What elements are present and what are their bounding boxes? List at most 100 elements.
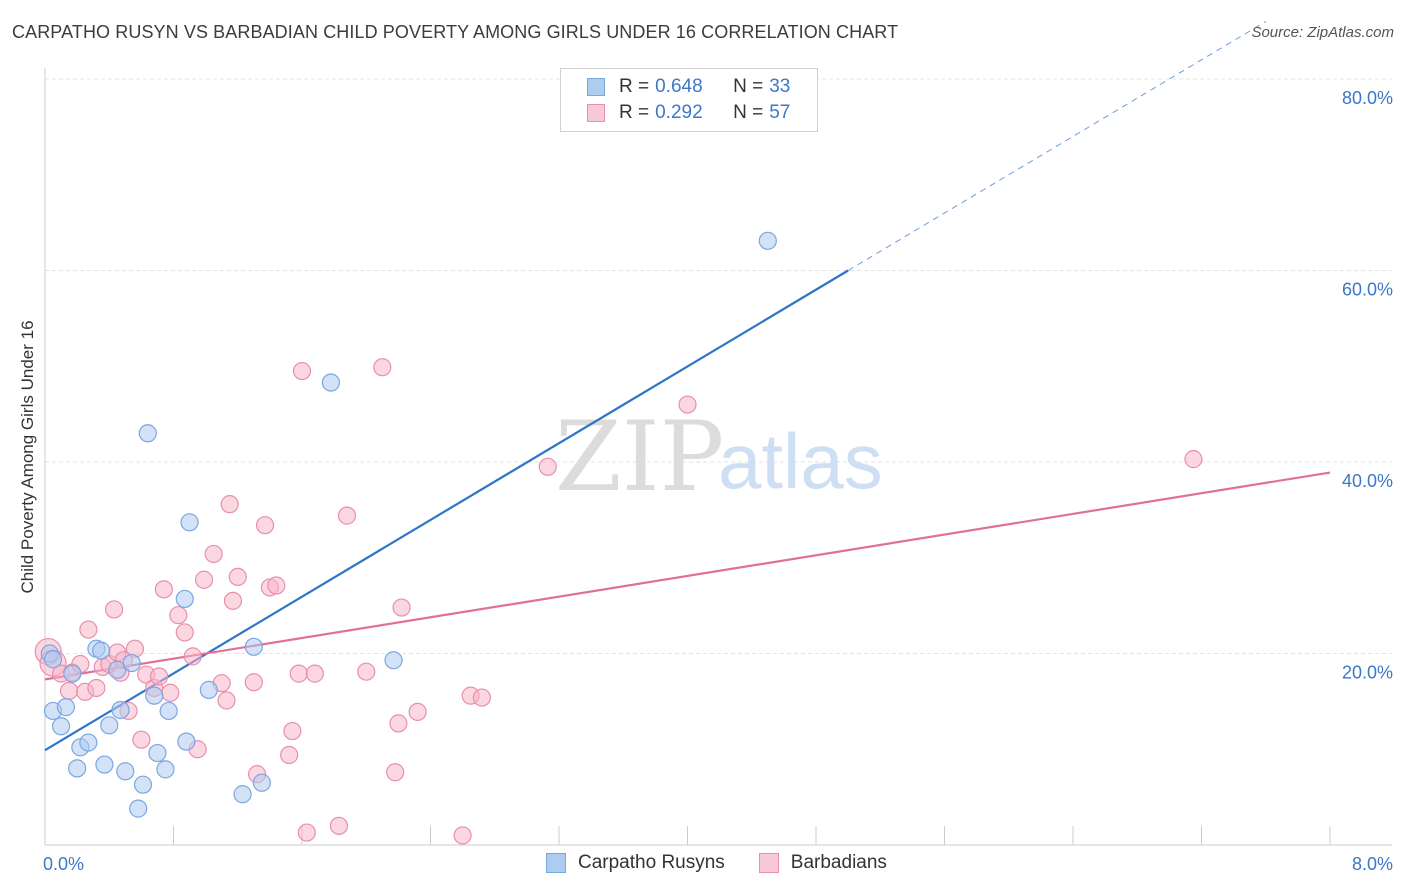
point-barbadians xyxy=(87,678,106,698)
point-carpatho-rusyns xyxy=(92,641,111,660)
point-barbadians xyxy=(283,721,302,741)
y-axis-label: Child Poverty Among Girls Under 16 xyxy=(18,320,37,593)
series-legend: Carpatho Rusyns Barbadians xyxy=(546,852,921,874)
point-barbadians xyxy=(408,702,427,722)
point-carpatho-rusyns xyxy=(758,231,777,250)
point-carpatho-rusyns xyxy=(129,799,148,818)
point-carpatho-rusyns xyxy=(111,700,130,720)
point-barbadians xyxy=(538,457,557,476)
legend-swatch-pink xyxy=(758,853,779,873)
point-barbadians xyxy=(223,591,243,610)
point-carpatho-rusyns xyxy=(100,716,119,735)
point-carpatho-rusyns xyxy=(384,651,403,670)
chart-title: CARPATHO RUSYN VS BARBADIAN CHILD POVERT… xyxy=(12,22,899,42)
point-barbadians xyxy=(386,763,405,782)
legend-swatch-blue xyxy=(546,853,566,873)
point-barbadians xyxy=(453,826,472,845)
point-carpatho-rusyns xyxy=(63,664,82,683)
point-barbadians xyxy=(79,620,98,639)
point-barbadians xyxy=(175,623,194,642)
point-barbadians xyxy=(472,688,491,707)
legend-n-value: 57 xyxy=(769,102,791,123)
x-tick-label: 0.0% xyxy=(43,854,84,874)
correlation-legend: R = 0.648 N = 33 R = 0.292 N = 57 xyxy=(560,68,818,132)
point-carpatho-rusyns xyxy=(56,698,75,717)
point-carpatho-rusyns xyxy=(252,773,271,792)
point-barbadians xyxy=(678,395,697,414)
point-carpatho-rusyns xyxy=(68,759,87,778)
legend-swatch-pink xyxy=(587,104,605,122)
point-carpatho-rusyns xyxy=(159,701,178,721)
legend-row-barbadian: R = 0.292 N = 57 xyxy=(587,100,790,126)
point-barbadians xyxy=(255,516,275,535)
legend-r-value: 0.292 xyxy=(655,102,703,123)
legend-n-label: N = xyxy=(733,76,764,97)
watermark-zip: ZIP xyxy=(555,401,724,513)
point-carpatho-rusyns xyxy=(145,686,164,705)
point-barbadians xyxy=(305,664,324,683)
point-barbadians xyxy=(183,647,202,666)
point-barbadians xyxy=(329,816,349,835)
point-carpatho-rusyns xyxy=(51,717,71,736)
point-carpatho-rusyns xyxy=(122,653,141,673)
point-barbadians xyxy=(132,730,151,749)
x-tick-label: 8.0% xyxy=(1352,854,1393,874)
point-barbadians xyxy=(161,683,180,702)
point-barbadians xyxy=(392,598,411,617)
watermark: ZIP atlas xyxy=(555,401,883,513)
tick-labels: 20.0% 40.0% 60.0% 80.0% 0.0% 8.0% xyxy=(43,88,1393,874)
point-barbadians xyxy=(373,358,392,377)
point-barbadians xyxy=(104,600,124,619)
trend-line-carpatho-rusyns-extension xyxy=(847,21,1267,271)
point-carpatho-rusyns xyxy=(116,762,135,781)
legend-n-value: 33 xyxy=(769,76,791,97)
legend-r-label: R = xyxy=(619,102,650,123)
y-tick-label: 60.0% xyxy=(1342,280,1393,300)
point-barbadians xyxy=(228,567,247,587)
point-carpatho-rusyns xyxy=(199,680,218,699)
legend-row-carpatho: R = 0.648 N = 33 xyxy=(587,74,790,100)
point-carpatho-rusyns xyxy=(175,589,194,609)
point-carpatho-rusyns xyxy=(148,743,167,763)
legend-label: Barbadians xyxy=(790,852,887,873)
point-carpatho-rusyns xyxy=(233,785,252,804)
point-barbadians xyxy=(280,745,299,765)
point-barbadians xyxy=(297,823,316,842)
legend-r-label: R = xyxy=(619,76,650,97)
point-carpatho-rusyns xyxy=(177,732,196,751)
point-barbadians xyxy=(194,570,214,589)
legend-swatch-blue xyxy=(587,78,605,96)
point-barbadians xyxy=(204,544,223,564)
y-tick-label: 80.0% xyxy=(1342,88,1393,108)
point-carpatho-rusyns xyxy=(138,424,157,443)
point-barbadians xyxy=(154,580,173,599)
grid-lines xyxy=(45,78,1392,654)
point-barbadians xyxy=(292,361,312,381)
point-carpatho-rusyns xyxy=(180,513,199,532)
point-barbadians xyxy=(267,576,286,595)
point-carpatho-rusyns xyxy=(43,650,63,669)
axes xyxy=(44,68,1392,846)
point-barbadians xyxy=(244,673,263,692)
point-barbadians xyxy=(357,662,376,681)
point-barbadians xyxy=(217,691,236,710)
x-axis-ticks xyxy=(44,826,1331,845)
legend-item-barbadians: Barbadians xyxy=(758,852,887,874)
point-barbadians xyxy=(337,506,357,525)
point-barbadians xyxy=(1184,450,1203,469)
point-barbadians xyxy=(389,714,408,733)
legend-r-value: 0.648 xyxy=(655,76,703,97)
point-barbadians xyxy=(220,495,239,514)
point-barbadians xyxy=(169,606,188,625)
point-carpatho-rusyns xyxy=(156,760,175,779)
legend-item-carpatho-rusyns: Carpatho Rusyns xyxy=(546,852,725,874)
point-barbadians xyxy=(289,664,308,683)
point-carpatho-rusyns xyxy=(244,637,263,656)
trend-line-carpatho-rusyns xyxy=(44,269,849,752)
point-barbadians xyxy=(149,667,169,686)
data-points xyxy=(34,231,1203,845)
point-barbadians xyxy=(59,681,79,700)
point-carpatho-rusyns xyxy=(133,775,153,794)
point-carpatho-rusyns xyxy=(95,755,114,774)
